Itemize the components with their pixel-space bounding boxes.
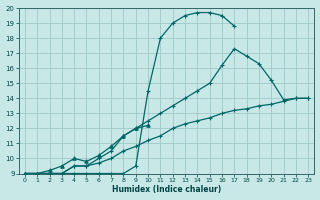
X-axis label: Humidex (Indice chaleur): Humidex (Indice chaleur) [112, 185, 221, 194]
